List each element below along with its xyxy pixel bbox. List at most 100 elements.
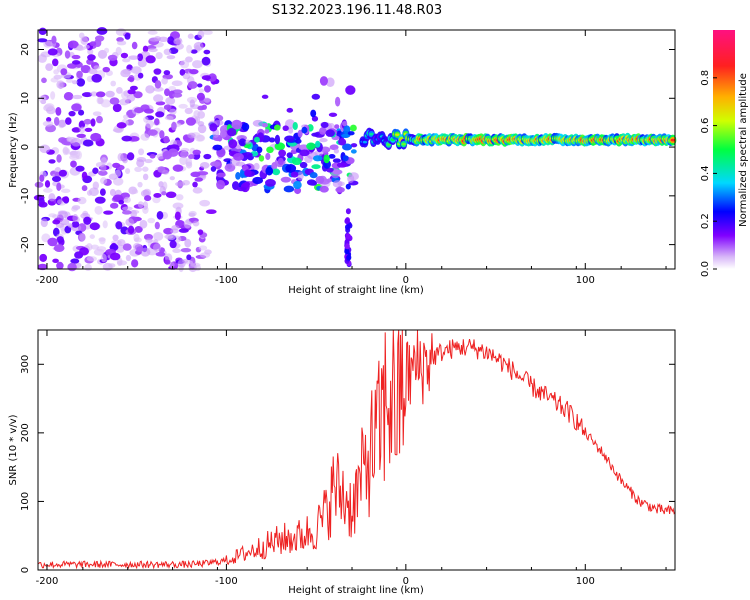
heatmap-blob bbox=[297, 171, 304, 181]
heatmap-blob bbox=[37, 54, 47, 63]
heatmap-blob bbox=[161, 191, 167, 196]
heatmap-blob bbox=[145, 119, 154, 129]
heatmap-blob bbox=[81, 171, 88, 180]
heatmap-blob bbox=[122, 68, 132, 75]
heatmap-blob bbox=[142, 45, 149, 53]
heatmap-blob bbox=[139, 219, 148, 229]
heatmap-blob bbox=[38, 27, 47, 36]
heatmap-blob bbox=[180, 150, 189, 159]
heatmap-blob bbox=[124, 32, 131, 40]
heatmap-blob bbox=[64, 148, 70, 155]
heatmap-blob bbox=[326, 178, 332, 183]
heatmap-blob bbox=[51, 214, 60, 219]
heatmap-blob bbox=[121, 135, 133, 142]
heatmap-blob bbox=[78, 32, 85, 39]
colorbar-tick-label: 0.6 bbox=[700, 118, 711, 134]
heatmap-blob bbox=[123, 196, 131, 203]
heatmap-blob bbox=[80, 64, 91, 74]
heatmap-blob bbox=[127, 225, 135, 234]
heatmap-blob bbox=[319, 185, 329, 193]
heatmap-blob bbox=[37, 38, 48, 43]
bottom-x-tick-label: 0 bbox=[403, 576, 409, 587]
heatmap-blob bbox=[328, 112, 338, 117]
heatmap-blob bbox=[169, 176, 175, 181]
heatmap-blob bbox=[348, 172, 359, 181]
heatmap-blob bbox=[127, 77, 135, 82]
heatmap-blob bbox=[96, 246, 107, 252]
heatmap-blob bbox=[50, 77, 59, 83]
heatmap-blob bbox=[320, 121, 329, 128]
heatmap-blob bbox=[79, 233, 86, 242]
heatmap-blob bbox=[116, 86, 123, 94]
heatmap-blob bbox=[96, 96, 103, 105]
heatmap-blob bbox=[122, 210, 132, 215]
heatmap-blob bbox=[84, 127, 93, 133]
heatmap-blob bbox=[57, 211, 69, 219]
heatmap-blob bbox=[133, 91, 143, 99]
heatmap-blob bbox=[338, 138, 347, 146]
heatmap-blob bbox=[193, 41, 204, 51]
heatmap-blob bbox=[84, 263, 92, 272]
heatmap-blob bbox=[334, 124, 340, 129]
heatmap-blob bbox=[89, 234, 95, 239]
heatmap-blob bbox=[141, 166, 149, 172]
heatmap-blob bbox=[293, 180, 302, 190]
heatmap-blob bbox=[172, 164, 184, 172]
heatmap-blob bbox=[134, 166, 143, 173]
heatmap-blob bbox=[138, 148, 145, 156]
heatmap-blob bbox=[134, 226, 143, 233]
heatmap-blob bbox=[274, 134, 281, 145]
heatmap-blob bbox=[99, 188, 106, 196]
bottom-y-ticks: 0 100 200 300 bbox=[20, 355, 675, 573]
heatmap-blob bbox=[58, 119, 67, 128]
heatmap-blob bbox=[201, 75, 211, 81]
heatmap-blob bbox=[323, 154, 330, 164]
heatmap-blob bbox=[172, 92, 183, 98]
heatmap-blob bbox=[192, 187, 203, 194]
heatmap-blob bbox=[72, 214, 79, 223]
heatmap-blob bbox=[306, 142, 316, 151]
heatmap-blob bbox=[153, 193, 162, 198]
heatmap-blob bbox=[297, 129, 303, 138]
heatmap-blob bbox=[198, 245, 208, 251]
heatmap-blob bbox=[109, 202, 119, 209]
heatmap-blob bbox=[153, 232, 164, 241]
heatmap-blob bbox=[165, 96, 176, 105]
colorbar: 0.0 0.2 0.4 0.6 0.8 Normalized spectral ampl… bbox=[700, 30, 749, 277]
heatmap-blob bbox=[185, 117, 197, 126]
snr-line bbox=[37, 329, 676, 570]
heatmap-blob bbox=[34, 181, 44, 188]
heatmap-blob bbox=[68, 110, 76, 117]
heatmap-blob bbox=[127, 89, 136, 95]
heatmap-blob bbox=[125, 218, 135, 227]
heatmap-blob bbox=[78, 109, 85, 116]
heatmap-blob bbox=[94, 205, 103, 215]
heatmap-blob bbox=[253, 136, 260, 143]
heatmap-blob bbox=[92, 111, 102, 117]
heatmap-blob bbox=[78, 120, 86, 129]
heatmap-blob bbox=[310, 109, 317, 118]
heatmap-blob bbox=[40, 218, 48, 228]
heatmap-blob bbox=[41, 77, 47, 84]
heatmap-blob bbox=[59, 219, 70, 226]
heatmap-blob bbox=[177, 259, 186, 268]
heatmap-blob bbox=[184, 238, 192, 248]
heatmap-blob bbox=[70, 258, 80, 264]
heatmap-blob bbox=[155, 111, 165, 118]
heatmap-blob bbox=[209, 123, 218, 132]
heatmap-blob bbox=[350, 149, 357, 154]
heatmap-blob bbox=[114, 169, 122, 177]
heatmap-blob bbox=[149, 153, 156, 159]
heatmap-blob bbox=[140, 133, 150, 141]
heatmap-blob bbox=[188, 154, 195, 160]
heatmap-blob bbox=[94, 35, 105, 42]
heatmap-blob bbox=[216, 179, 226, 190]
heatmap-blob bbox=[199, 161, 210, 169]
heatmap-blob bbox=[258, 155, 265, 162]
heatmap-blob bbox=[233, 152, 244, 161]
heatmap-blob bbox=[75, 165, 85, 172]
top-x-tick-label: 100 bbox=[576, 275, 595, 286]
heatmap-blob bbox=[39, 144, 51, 154]
heatmap-blob bbox=[264, 129, 270, 134]
heatmap-blob bbox=[137, 72, 144, 79]
